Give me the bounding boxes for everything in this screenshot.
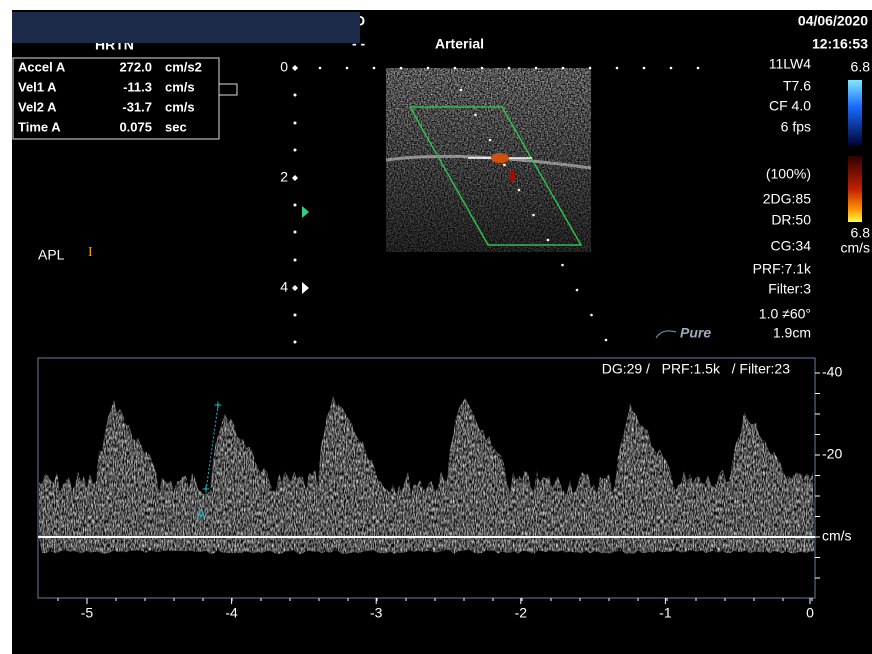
depth-dot — [294, 341, 297, 344]
depth-dot — [294, 259, 297, 262]
time: 12:16:53 — [812, 36, 868, 52]
setting: T7.6 — [783, 78, 811, 94]
doppler-x-label: -3 — [370, 605, 383, 621]
measurement-cell: 272.0 — [119, 59, 152, 74]
caliper-label: A — [196, 506, 206, 522]
doppler-settings: DG:29 / PRF:1.5k / Filter:23 — [602, 361, 790, 377]
setting: 1.0 ≠60° — [759, 306, 811, 322]
depth-dot — [294, 149, 297, 152]
header-dashes: - - — [352, 36, 366, 52]
doppler-x-label: -2 — [515, 605, 528, 621]
depth-dot — [294, 314, 297, 317]
color-scale-unit: cm/s — [840, 240, 870, 256]
depth-label: 2 — [280, 169, 288, 185]
top-dot — [346, 67, 349, 70]
top-dot — [400, 67, 403, 70]
color-scale-top: 6.8 — [851, 59, 871, 75]
caliper-cross: + — [214, 397, 222, 413]
top-dot — [562, 67, 565, 70]
doppler-x-label: -4 — [225, 605, 238, 621]
measurement-cell: cm/s — [165, 99, 195, 114]
measurement-cell: 0.075 — [119, 119, 152, 134]
steer-dot — [460, 89, 463, 92]
b-mode-image — [386, 68, 591, 252]
measurement-cell: Vel1 A — [18, 79, 57, 94]
measurement-cell: Time A — [18, 119, 61, 134]
setting: 1.9cm — [773, 325, 811, 341]
annotation-label: APL — [38, 247, 65, 263]
doppler-x-label: -1 — [659, 605, 672, 621]
top-dot — [535, 67, 538, 70]
doppler-y-label: cm/s — [822, 528, 852, 544]
annotation-marker: I — [88, 245, 93, 260]
depth-dot — [294, 231, 297, 234]
steer-dot — [489, 139, 492, 142]
doppler-x-label: -5 — [81, 605, 94, 621]
setting: PRF:7.1k — [753, 261, 812, 277]
date: 04/06/2020 — [798, 13, 868, 29]
color-bar-positive — [848, 80, 862, 146]
doppler-x-label: 0 — [806, 605, 814, 621]
caliper-cross: + — [202, 481, 210, 497]
steer-dot — [474, 114, 477, 117]
color-flow — [509, 170, 515, 182]
depth-dot — [294, 122, 297, 125]
depth-dot — [294, 94, 297, 97]
steer-dot — [518, 189, 521, 192]
measurement-cell: sec — [165, 119, 187, 134]
setting: 2DG:85 — [763, 191, 811, 207]
top-dot — [616, 67, 619, 70]
color-scale-bottom: 6.8 — [851, 225, 871, 241]
depth-label: 4 — [280, 279, 288, 295]
top-dot — [697, 67, 700, 70]
ultrasound-screen: D HRTN - - Arterial 04/06/2020 12:16:53 … — [0, 0, 872, 654]
top-dot — [373, 67, 376, 70]
steer-dot — [532, 214, 535, 217]
page: D HRTN - - Arterial 04/06/2020 12:16:53 … — [0, 0, 872, 654]
setting: 6 fps — [781, 119, 811, 135]
doppler-y-label: -20 — [822, 446, 842, 462]
top-dot — [670, 67, 673, 70]
steer-dot — [590, 314, 593, 317]
depth-label: 0 — [280, 59, 288, 75]
setting: 11LW4 — [769, 56, 811, 72]
b-mode-texture — [386, 68, 591, 252]
steer-dot — [561, 264, 564, 267]
steer-dot — [576, 289, 579, 292]
steer-dot — [503, 164, 506, 167]
redaction-bar — [12, 12, 360, 43]
depth-dot — [294, 204, 297, 207]
steer-dot — [547, 239, 550, 242]
measurement-cell: cm/s — [165, 79, 195, 94]
measurement-cell: Accel A — [18, 59, 66, 74]
preset: Arterial — [435, 36, 484, 52]
measurement-cell: cm/s2 — [165, 59, 202, 74]
setting: (100%) — [766, 166, 811, 182]
top-dot — [643, 67, 646, 70]
logo: Pure — [680, 325, 711, 341]
measurement-cell: -31.7 — [122, 99, 152, 114]
doppler-panel: + + A DG:29 / PRF:1.5k / Filter:23 -40-2… — [38, 358, 852, 621]
setting: DR:50 — [771, 212, 811, 228]
measurement-cell: -11.3 — [123, 79, 152, 94]
top-dot — [481, 67, 484, 70]
top-dot — [427, 67, 430, 70]
steer-dot — [605, 339, 608, 342]
color-bar-negative — [848, 156, 862, 222]
top-dot — [454, 67, 457, 70]
setting: Filter:3 — [768, 281, 811, 297]
setting: CG:34 — [771, 238, 812, 254]
doppler-y-label: -40 — [822, 364, 842, 380]
setting: CF 4.0 — [769, 98, 811, 114]
top-dot — [508, 67, 511, 70]
top-dot — [319, 67, 322, 70]
measurement-cell: Vel2 A — [18, 99, 57, 114]
top-dot — [589, 67, 592, 70]
color-flow — [491, 153, 509, 163]
